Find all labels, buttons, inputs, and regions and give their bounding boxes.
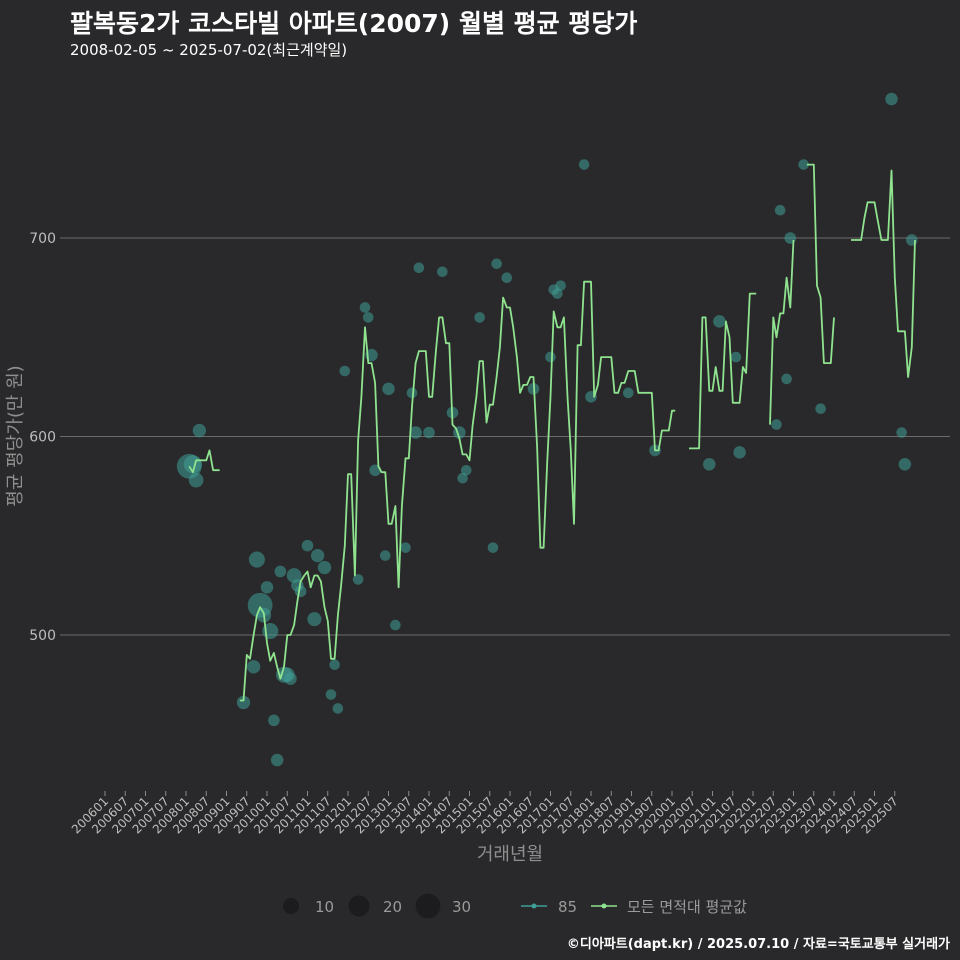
scatter-point <box>437 266 448 278</box>
scatter-point <box>578 159 590 170</box>
scatter-point <box>896 427 907 438</box>
legend-size-label-30: 30 <box>452 898 471 916</box>
average-line-segment <box>188 449 220 474</box>
scatter-point <box>325 689 337 700</box>
scatter-point <box>423 426 435 439</box>
scatter-point <box>352 574 364 585</box>
y-tick-label-600: 600 <box>29 430 56 446</box>
scatter-point <box>733 446 746 459</box>
legend-size-dot-30 <box>415 893 441 919</box>
scatter-point <box>286 568 302 583</box>
scatter-point <box>457 472 468 484</box>
scatter-point <box>501 272 513 283</box>
legend-size-dot-20 <box>348 895 370 917</box>
y-axis-title: 평균 평당가(만 원) <box>5 365 26 506</box>
x-axis-ticks: 2006012006072007012007072008012008072009… <box>69 791 901 837</box>
scatter-point <box>781 373 792 385</box>
scatter-point <box>491 258 502 270</box>
chart-subtitle: 2008-02-05 ~ 2025-07-02(최근계약일) <box>70 41 348 59</box>
scatter-point <box>545 351 556 363</box>
scatter-point <box>188 472 204 488</box>
scatter-point <box>248 551 265 568</box>
scatter-point <box>301 539 314 552</box>
scatter-point <box>339 365 351 377</box>
legend-85-dot <box>531 903 537 909</box>
scatter-points <box>176 92 918 767</box>
scatter-point <box>270 753 284 767</box>
scatter-point <box>713 315 726 328</box>
legend-average-dot <box>601 903 607 909</box>
scatter-point <box>310 548 325 563</box>
average-line-segment <box>689 292 757 450</box>
average-line <box>188 163 916 702</box>
y-tick-label-500: 500 <box>29 628 56 644</box>
scatter-point <box>730 351 742 363</box>
legend-size-dot-10 <box>282 897 300 915</box>
legend-average-label: 모든 면적대 평균값 <box>627 898 747 916</box>
scatter-point <box>382 382 395 396</box>
scatter-point <box>317 560 332 575</box>
scatter-point <box>379 550 391 561</box>
scatter-point <box>798 159 809 170</box>
scatter-point <box>246 660 261 674</box>
scatter-point <box>362 312 374 323</box>
scatter-point <box>400 542 411 553</box>
scatter-point <box>784 232 797 244</box>
scatter-point <box>413 262 425 274</box>
scatter-point <box>332 703 344 714</box>
average-line-segment <box>239 280 676 702</box>
average-line-segment <box>851 169 916 378</box>
scatter-point <box>284 672 297 685</box>
scatter-point <box>260 581 274 594</box>
average-line-segment <box>806 163 835 364</box>
scatter-point <box>390 619 401 631</box>
scatter-point <box>898 458 912 471</box>
scatter-point <box>294 585 307 598</box>
legend-size-label-20: 20 <box>383 898 402 916</box>
scatter-point <box>409 426 422 439</box>
scatter-point <box>474 312 485 323</box>
average-line-segment <box>769 239 795 425</box>
scatter-point <box>703 458 716 471</box>
scatter-point <box>406 387 418 399</box>
caption: ©디아파트(dapt.kr) / 2025.07.10 / 자료=국토교통부 실… <box>566 937 950 952</box>
scatter-point <box>771 419 782 430</box>
scatter-point <box>236 695 251 710</box>
scatter-point <box>307 612 322 627</box>
scatter-point <box>622 387 634 399</box>
grid-lines <box>60 237 950 636</box>
x-axis-title: 거래년월 <box>477 844 543 865</box>
scatter-point <box>359 302 371 313</box>
scatter-point <box>555 280 566 291</box>
scatter-point <box>329 659 340 671</box>
scatter-point <box>274 565 287 578</box>
chart-title: 팔복동2가 코스타빌 아파트(2007) 월별 평균 평당가 <box>70 9 638 38</box>
y-axis-ticks: 500 600 700 <box>29 231 56 644</box>
legend: 10 20 30 85 모든 면적대 평균값 <box>282 893 747 919</box>
scatter-point <box>815 403 826 415</box>
scatter-point <box>552 288 563 299</box>
scatter-point <box>268 714 280 727</box>
scatter-point <box>905 234 918 246</box>
y-tick-label-700: 700 <box>29 231 56 247</box>
scatter-point <box>460 464 472 476</box>
legend-85-label: 85 <box>558 898 577 916</box>
scatter-point <box>885 92 898 106</box>
scatter-point <box>192 423 207 438</box>
scatter-point <box>774 204 786 216</box>
legend-size-label-10: 10 <box>315 898 334 916</box>
scatter-point <box>487 542 499 553</box>
